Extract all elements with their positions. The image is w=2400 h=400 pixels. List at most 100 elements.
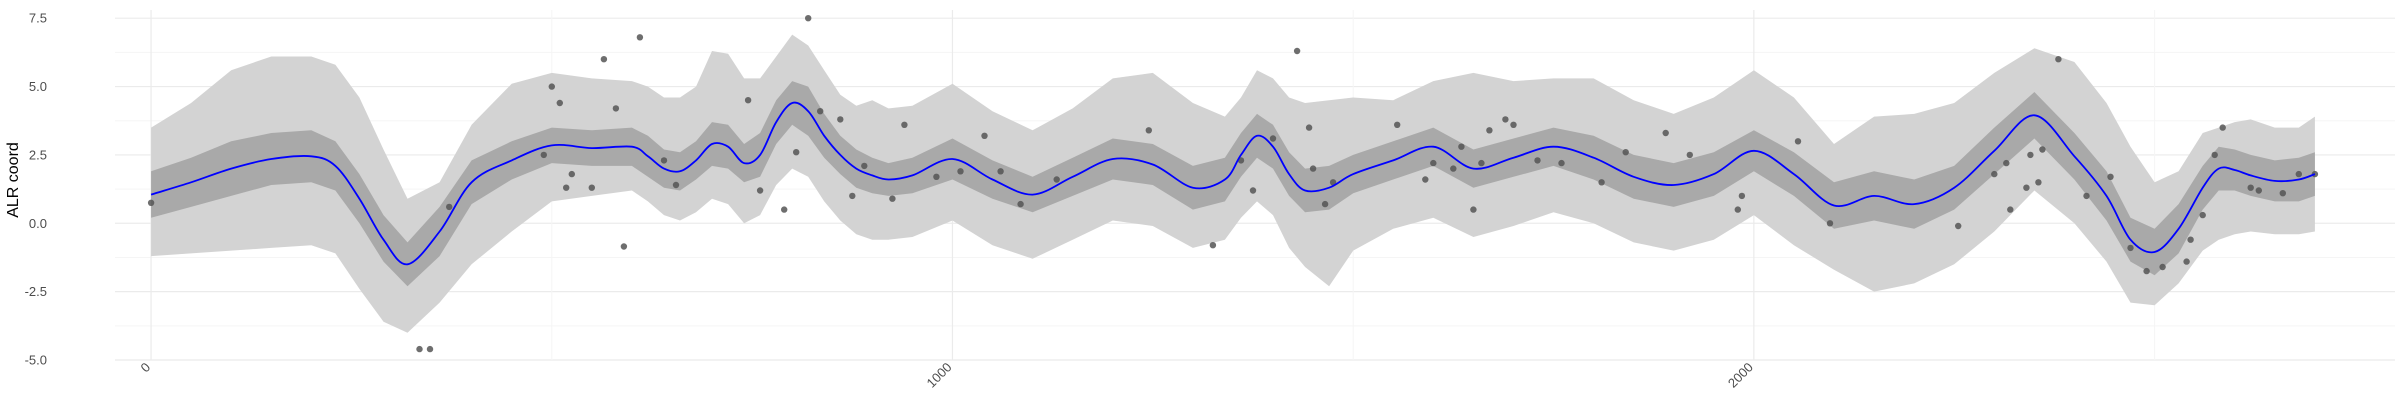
data-point bbox=[793, 149, 800, 156]
y-tick-label: -5.0 bbox=[25, 353, 47, 368]
data-point bbox=[1622, 149, 1629, 156]
data-point bbox=[1269, 135, 1277, 142]
data-point bbox=[756, 187, 764, 194]
data-point bbox=[957, 168, 964, 175]
inner-band-area bbox=[151, 81, 2315, 287]
data-point bbox=[1321, 200, 1329, 208]
data-point bbox=[1209, 242, 1217, 249]
data-point bbox=[849, 192, 856, 200]
data-point bbox=[1478, 159, 1485, 167]
data-point bbox=[1422, 176, 1429, 183]
data-point bbox=[1662, 129, 1669, 137]
data-point bbox=[612, 105, 620, 112]
data-point bbox=[837, 116, 844, 123]
data-point bbox=[660, 157, 668, 164]
data-point bbox=[2159, 263, 2166, 271]
data-point bbox=[2023, 184, 2030, 191]
y-axis-ticks: -5.0 -2.5 0.0 2.5 5.0 7.5 bbox=[25, 11, 47, 368]
data-point bbox=[889, 195, 896, 202]
data-point bbox=[2183, 258, 2190, 265]
data-point bbox=[1486, 127, 1493, 134]
data-point bbox=[1534, 157, 1541, 164]
data-point bbox=[1450, 165, 1457, 172]
y-tick-label: 2.5 bbox=[29, 147, 47, 162]
data-point bbox=[2035, 179, 2042, 186]
data-point bbox=[1502, 116, 1509, 123]
data-point bbox=[1510, 121, 1517, 128]
data-point bbox=[2107, 173, 2114, 180]
data-point bbox=[2007, 206, 2014, 213]
data-point bbox=[1458, 143, 1465, 150]
data-point bbox=[1394, 121, 1401, 128]
data-point bbox=[446, 203, 453, 211]
x-tick-label: 2000 bbox=[1725, 360, 1756, 391]
data-point bbox=[2219, 124, 2226, 131]
data-point bbox=[933, 173, 940, 180]
data-point bbox=[1955, 222, 1962, 230]
data-point bbox=[2039, 146, 2046, 153]
data-point bbox=[556, 99, 563, 107]
y-tick-label: -2.5 bbox=[25, 284, 47, 299]
data-point bbox=[1734, 206, 1742, 213]
data-point bbox=[1686, 151, 1694, 159]
data-point bbox=[563, 184, 570, 191]
x-tick-label: 0 bbox=[137, 360, 153, 376]
data-point bbox=[548, 83, 555, 90]
data-point bbox=[2187, 236, 2194, 243]
data-point bbox=[1305, 124, 1313, 131]
data-point bbox=[2127, 244, 2134, 252]
data-point bbox=[744, 97, 752, 104]
data-point bbox=[1738, 192, 1746, 200]
data-point bbox=[1329, 179, 1337, 186]
data-point bbox=[1826, 220, 1834, 227]
data-point bbox=[1293, 47, 1301, 55]
data-point bbox=[2279, 190, 2286, 197]
data-point bbox=[620, 243, 628, 250]
inner-interval-band bbox=[151, 81, 2315, 287]
data-point bbox=[147, 199, 155, 206]
data-point bbox=[2211, 151, 2218, 159]
data-point bbox=[817, 108, 824, 115]
data-point bbox=[588, 184, 595, 191]
observed-points bbox=[147, 15, 2319, 353]
data-point bbox=[981, 132, 988, 139]
data-point bbox=[2255, 187, 2262, 194]
data-point bbox=[1991, 170, 1998, 178]
data-point bbox=[600, 56, 608, 63]
y-tick-label: 5.0 bbox=[29, 79, 47, 94]
data-point bbox=[2295, 170, 2302, 178]
data-point bbox=[781, 206, 788, 213]
y-tick-label: 0.0 bbox=[29, 216, 47, 231]
data-point bbox=[2003, 159, 2010, 167]
data-point bbox=[2083, 192, 2090, 200]
y-axis-title: ALR coord bbox=[5, 142, 22, 218]
data-point bbox=[2199, 211, 2206, 219]
data-point bbox=[1470, 206, 1477, 213]
data-point bbox=[861, 162, 868, 170]
data-point bbox=[568, 170, 575, 178]
y-tick-label: 7.5 bbox=[29, 11, 47, 26]
data-point bbox=[540, 151, 547, 159]
data-point bbox=[1430, 159, 1437, 167]
data-point bbox=[997, 168, 1004, 175]
mean-line bbox=[150, 101, 2316, 266]
data-point bbox=[1558, 159, 1565, 167]
data-point bbox=[1598, 179, 1605, 186]
data-point bbox=[1017, 200, 1024, 208]
data-point bbox=[636, 34, 644, 41]
data-point bbox=[805, 15, 812, 22]
data-point bbox=[2055, 56, 2062, 63]
data-point bbox=[901, 121, 908, 128]
x-tick-label: 1000 bbox=[924, 360, 955, 391]
data-point bbox=[426, 345, 434, 353]
data-point bbox=[1053, 176, 1060, 183]
data-point bbox=[1145, 127, 1153, 134]
data-point bbox=[1249, 187, 1257, 194]
data-point bbox=[1309, 165, 1317, 172]
data-point bbox=[416, 345, 423, 353]
mean-line-path bbox=[150, 101, 2316, 266]
data-point bbox=[2143, 267, 2150, 275]
data-point bbox=[2247, 184, 2254, 191]
data-point bbox=[672, 181, 680, 189]
